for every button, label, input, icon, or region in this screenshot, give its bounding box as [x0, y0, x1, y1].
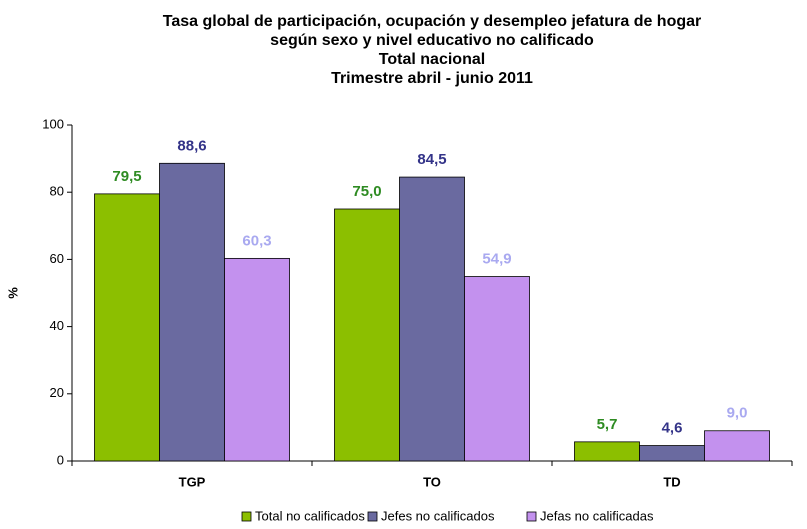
value-label: 88,6 [177, 137, 206, 154]
legend-label: Total no calificados [255, 508, 365, 523]
chart-title: Tasa global de participación, ocupación … [163, 13, 702, 30]
value-label: 84,5 [417, 151, 446, 168]
y-tick-label: 80 [50, 184, 64, 199]
legend-swatch [526, 511, 537, 522]
y-tick-label: 100 [42, 116, 64, 131]
bar [574, 441, 640, 462]
y-tick-label: 60 [50, 251, 64, 266]
value-label: 54,9 [482, 251, 511, 268]
y-axis-label: % [5, 287, 20, 299]
y-tick-label: 0 [57, 452, 64, 467]
x-tick-label: TD [663, 474, 680, 489]
bar [94, 193, 160, 462]
y-tick-label: 20 [50, 385, 64, 400]
x-tick-label: TGP [179, 474, 206, 489]
value-label: 4,6 [662, 420, 683, 437]
value-label: 75,0 [352, 183, 381, 200]
bar [704, 430, 770, 462]
legend-label: Jefes no calificados [381, 508, 495, 523]
bar [464, 276, 530, 462]
legend-swatch [367, 511, 378, 522]
value-label: 79,5 [112, 168, 141, 185]
bar [639, 445, 705, 462]
chart-title: según sexo y nivel educativo no califica… [270, 32, 594, 49]
bar [399, 176, 465, 462]
bar [334, 208, 400, 462]
bar [224, 257, 290, 462]
chart-title: Trimestre abril - junio 2011 [331, 70, 533, 87]
legend-swatch [241, 511, 252, 522]
legend-label: Jefas no calificadas [540, 508, 654, 523]
bar [159, 162, 225, 462]
chart-title: Total nacional [379, 51, 485, 68]
value-label: 60,3 [242, 232, 271, 249]
value-label: 9,0 [727, 405, 748, 422]
x-tick-label: TO [423, 474, 441, 489]
value-label: 5,7 [597, 416, 618, 433]
y-tick-label: 40 [50, 318, 64, 333]
